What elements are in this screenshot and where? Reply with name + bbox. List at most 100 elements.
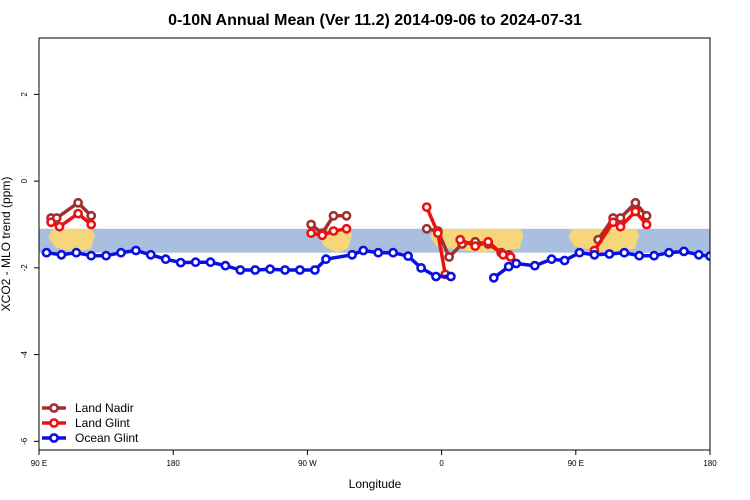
data-point [421,202,432,212]
data-point [280,265,290,275]
data-point [306,228,316,239]
data-point [235,265,246,275]
legend-label: Ocean Glint [75,431,139,445]
data-point [604,249,615,259]
data-point [341,210,352,221]
data-point [160,254,171,265]
series-line [310,214,347,235]
series-line [310,227,347,238]
data-point [347,249,357,260]
data-point [86,210,97,221]
ocean-band [39,228,710,253]
x-tick-label: 180 [703,459,717,468]
y-tick-label: -4 [20,350,29,358]
data-point [73,208,83,219]
data-point [483,236,494,247]
data-point [41,247,52,258]
x-axis-label: Longitude [349,477,402,491]
data-point [309,265,320,275]
legend-item: Ocean Glint [42,431,139,445]
data-point [220,260,231,271]
data-point [265,264,275,275]
data-point [71,247,82,258]
data-point [546,254,557,265]
data-point [529,260,540,271]
data-point [175,257,186,268]
series-layer [41,197,710,283]
x-axis: 90 E 180 90 W 0 90 E 180 [31,450,717,468]
x-tick-label: 90 E [568,459,584,468]
data-point [615,221,626,232]
data-point [416,262,426,273]
y-tick-label: 0 [20,178,29,183]
data-point [649,250,659,261]
data-point [130,245,141,256]
data-point [498,249,508,260]
data-point [145,249,156,260]
data-point [511,258,522,269]
data-point [328,210,339,221]
data-point [559,255,570,266]
y-axis-label: XCO2 - MLO trend (ppm) [0,177,13,312]
data-point [432,228,443,239]
x-tick-label: 180 [167,459,181,468]
data-point [101,250,111,261]
data-point [317,230,328,241]
data-point [664,247,674,258]
legend-item: Land Glint [42,416,130,430]
data-point [388,247,398,258]
x-tick-label: 90 W [298,459,317,468]
plot-area [38,37,711,451]
data-point [56,249,67,260]
data-point [630,206,641,217]
data-point [641,219,652,230]
data-point [86,250,97,261]
data-point [431,271,441,282]
legend-item: Land Nadir [42,401,134,415]
series-line [492,249,710,280]
data-point [421,223,432,234]
data-point [116,247,126,258]
data-point [505,252,516,262]
data-point [294,265,305,275]
legend-label: Land Nadir [75,401,134,415]
data-point [328,226,339,236]
data-point [615,213,626,223]
land-region [48,228,95,253]
data-point [619,247,630,258]
legend-marker [49,433,59,443]
data-point [444,252,454,262]
data-point [488,272,499,283]
data-point [250,265,261,275]
land-region [568,228,640,253]
data-point [403,251,413,261]
series-land-glint [46,202,652,280]
x-tick-label: 90 E [31,459,47,468]
data-point [693,249,704,260]
series-ocean-glint [41,245,710,283]
data-point [705,251,710,261]
data-point [341,223,352,234]
data-point [190,257,201,268]
y-axis: 2 0 -2 -4 -6 [20,92,39,445]
data-point [54,221,65,232]
data-point [574,247,585,258]
data-point [445,271,456,282]
plot-frame [38,37,711,451]
data-point [641,210,652,221]
data-point [73,197,83,208]
data-point [608,217,618,228]
y-tick-label: -6 [20,437,29,445]
data-point [634,250,645,261]
series-line [46,248,451,279]
legend-marker [49,418,59,428]
data-point [205,257,216,268]
data-point [503,261,514,272]
y-tick-label: -2 [20,264,29,272]
data-point [321,254,331,265]
data-point [373,247,384,258]
chart-title: 0-10N Annual Mean (Ver 11.2) 2014-09-06 … [168,12,582,29]
data-point [455,234,466,245]
